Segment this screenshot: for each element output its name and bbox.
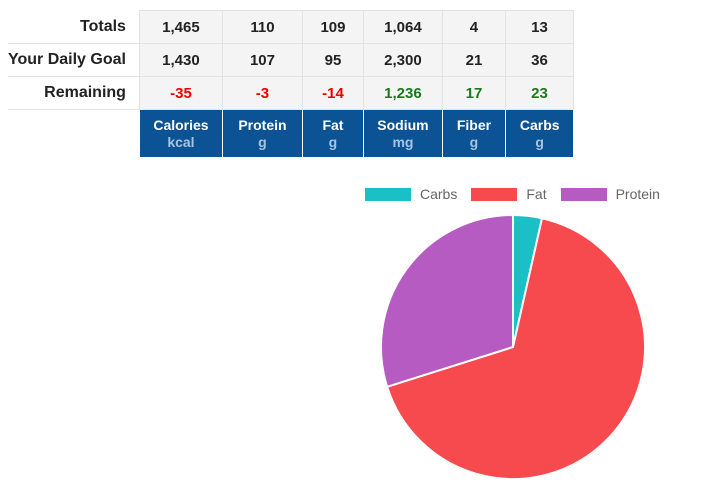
cell-value: 36 — [504, 43, 574, 77]
legend-label-fat[interactable]: Fat — [526, 186, 547, 202]
legend-label-protein[interactable]: Protein — [615, 186, 660, 202]
column-name: Sodium — [377, 116, 429, 133]
cell-value: 95 — [301, 43, 364, 77]
column-name: Fat — [322, 116, 344, 133]
cell-value: 17 — [441, 76, 506, 110]
cell-value: 1,465 — [138, 10, 223, 44]
column-header: Protein g — [221, 109, 303, 157]
pie-slice-protein[interactable] — [380, 213, 514, 389]
cell-value: 4 — [441, 10, 506, 44]
cell-value: 13 — [504, 10, 574, 44]
column-unit: g — [535, 133, 544, 150]
nutrition-table: Totals 1,465 110 109 1,064 4 13 Your Daily Goal… — [8, 10, 574, 157]
cell-value: -3 — [221, 76, 303, 110]
table-row: Your Daily Goal 1,430 107 95 2,300 21 36 — [8, 43, 574, 77]
column-header: Fat g — [301, 109, 364, 157]
header-spacer — [8, 109, 140, 157]
pie-slice-fat[interactable] — [385, 217, 646, 480]
column-unit: g — [258, 133, 267, 150]
legend-swatch-fat[interactable] — [471, 187, 518, 201]
cell-value: 110 — [221, 10, 303, 44]
table-row: Remaining -35 -3 -14 1,236 17 23 — [8, 76, 574, 110]
cell-value: 107 — [221, 43, 303, 77]
cell-value: 2,300 — [362, 43, 443, 77]
column-header: Sodium mg — [362, 109, 443, 157]
column-name: Carbs — [519, 116, 560, 133]
cell-value: 23 — [504, 76, 574, 110]
legend-swatch-carbs[interactable] — [365, 187, 411, 201]
legend-swatch-protein[interactable] — [560, 187, 607, 201]
column-header: Carbs g — [504, 109, 574, 157]
row-label: Your Daily Goal — [8, 43, 140, 77]
column-unit: g — [328, 133, 338, 150]
cell-value: -35 — [138, 76, 223, 110]
column-header: Fiber g — [441, 109, 506, 157]
column-name: Protein — [238, 116, 287, 133]
row-label: Remaining — [8, 76, 140, 110]
cell-value: 1,236 — [362, 76, 443, 110]
column-unit: kcal — [167, 133, 195, 150]
column-unit: g — [469, 133, 479, 150]
cell-value: -14 — [301, 76, 364, 110]
legend-label-carbs[interactable]: Carbs — [420, 186, 458, 202]
column-unit: mg — [392, 133, 414, 150]
chart-legend: Carbs Fat Protein — [365, 186, 660, 202]
column-name: Calories — [153, 116, 209, 133]
column-name: Fiber — [456, 116, 492, 133]
cell-value: 109 — [301, 10, 364, 44]
column-header: Calories kcal — [138, 109, 223, 157]
row-label: Totals — [8, 10, 140, 44]
